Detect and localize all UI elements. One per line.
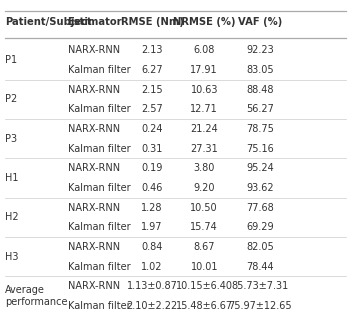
Text: 10.01: 10.01: [191, 262, 218, 272]
Text: 15.48±6.67: 15.48±6.67: [176, 301, 233, 311]
Text: VAF (%): VAF (%): [238, 17, 282, 27]
Text: 3.80: 3.80: [193, 163, 215, 173]
Text: 1.13±0.87: 1.13±0.87: [127, 281, 178, 291]
Text: 56.27: 56.27: [246, 104, 274, 114]
Text: NARX-RNN: NARX-RNN: [67, 281, 120, 291]
Text: Kalman filter: Kalman filter: [67, 65, 130, 75]
Text: 93.62: 93.62: [246, 183, 274, 193]
Text: 69.29: 69.29: [246, 222, 274, 232]
Text: Kalman filter: Kalman filter: [67, 301, 130, 311]
Text: 10.15±6.40: 10.15±6.40: [176, 281, 233, 291]
Text: P1: P1: [5, 55, 17, 65]
Text: 8.67: 8.67: [193, 242, 215, 252]
Text: 83.05: 83.05: [246, 65, 274, 75]
Text: 2.13: 2.13: [141, 45, 163, 55]
Text: Kalman filter: Kalman filter: [67, 144, 130, 154]
Text: 95.24: 95.24: [246, 163, 274, 173]
Text: Kalman filter: Kalman filter: [67, 104, 130, 114]
Text: 77.68: 77.68: [246, 203, 274, 213]
Text: 92.23: 92.23: [246, 45, 274, 55]
Text: 82.05: 82.05: [246, 242, 274, 252]
Text: H3: H3: [5, 252, 18, 262]
Text: 6.08: 6.08: [193, 45, 215, 55]
Text: 0.31: 0.31: [141, 144, 163, 154]
Text: 2.15: 2.15: [141, 85, 163, 94]
Text: 1.28: 1.28: [141, 203, 163, 213]
Text: 0.46: 0.46: [141, 183, 163, 193]
Text: NARX-RNN: NARX-RNN: [67, 85, 120, 94]
Text: 12.71: 12.71: [190, 104, 218, 114]
Text: Patient/Subject: Patient/Subject: [5, 17, 92, 27]
Text: 15.74: 15.74: [190, 222, 218, 232]
Text: 1.02: 1.02: [141, 262, 163, 272]
Text: Kalman filter: Kalman filter: [67, 222, 130, 232]
Text: 10.50: 10.50: [190, 203, 218, 213]
Text: Average
performance: Average performance: [5, 285, 67, 307]
Text: 0.24: 0.24: [141, 124, 163, 134]
Text: Kalman filter: Kalman filter: [67, 183, 130, 193]
Text: 0.19: 0.19: [141, 163, 163, 173]
Text: 75.97±12.65: 75.97±12.65: [228, 301, 292, 311]
Text: H2: H2: [5, 212, 19, 222]
Text: NRMSE (%): NRMSE (%): [173, 17, 236, 27]
Text: 10.63: 10.63: [191, 85, 218, 94]
Text: H1: H1: [5, 173, 18, 183]
Text: P3: P3: [5, 134, 17, 144]
Text: Estimator: Estimator: [67, 17, 122, 27]
Text: P2: P2: [5, 94, 17, 105]
Text: 17.91: 17.91: [190, 65, 218, 75]
Text: 2.57: 2.57: [141, 104, 163, 114]
Text: Kalman filter: Kalman filter: [67, 262, 130, 272]
Text: 78.75: 78.75: [246, 124, 274, 134]
Text: 21.24: 21.24: [190, 124, 218, 134]
Text: NARX-RNN: NARX-RNN: [67, 242, 120, 252]
Text: 2.10±2.22: 2.10±2.22: [126, 301, 178, 311]
Text: NARX-RNN: NARX-RNN: [67, 163, 120, 173]
Text: NARX-RNN: NARX-RNN: [67, 203, 120, 213]
Text: 1.97: 1.97: [141, 222, 163, 232]
Text: 88.48: 88.48: [246, 85, 274, 94]
Text: 9.20: 9.20: [193, 183, 215, 193]
Text: 75.16: 75.16: [246, 144, 274, 154]
Text: 78.44: 78.44: [246, 262, 274, 272]
Text: 85.73±7.31: 85.73±7.31: [231, 281, 289, 291]
Text: RMSE (Nm): RMSE (Nm): [120, 17, 184, 27]
Text: NARX-RNN: NARX-RNN: [67, 124, 120, 134]
Text: 6.27: 6.27: [141, 65, 163, 75]
Text: 0.84: 0.84: [141, 242, 163, 252]
Text: 27.31: 27.31: [190, 144, 218, 154]
Text: NARX-RNN: NARX-RNN: [67, 45, 120, 55]
